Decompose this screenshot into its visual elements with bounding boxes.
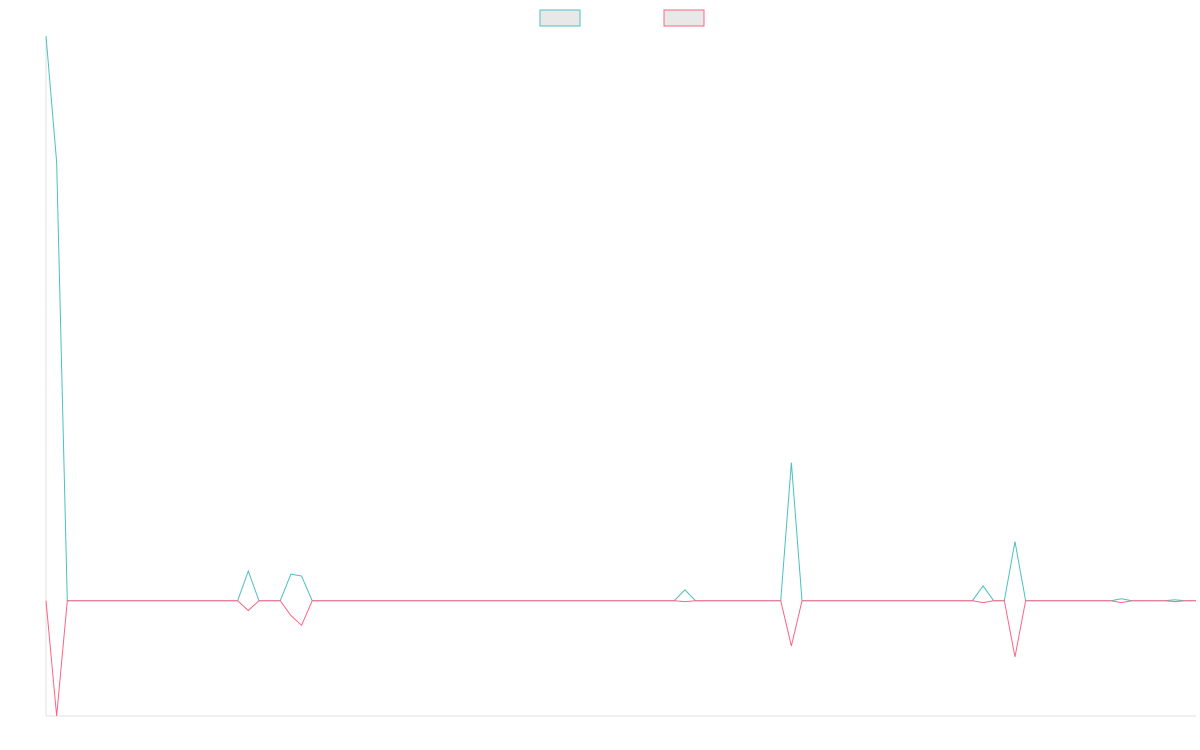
plot-area: [45, 35, 1196, 717]
chart-legend[interactable]: [539, 9, 705, 27]
legend-swatch-series-2[interactable]: [663, 9, 705, 27]
legend-swatch-series-1[interactable]: [539, 9, 581, 27]
series-2-line: [45, 600, 1196, 717]
series-1: [45, 35, 1196, 602]
series-1-line: [45, 35, 1196, 602]
series-2: [45, 600, 1196, 717]
